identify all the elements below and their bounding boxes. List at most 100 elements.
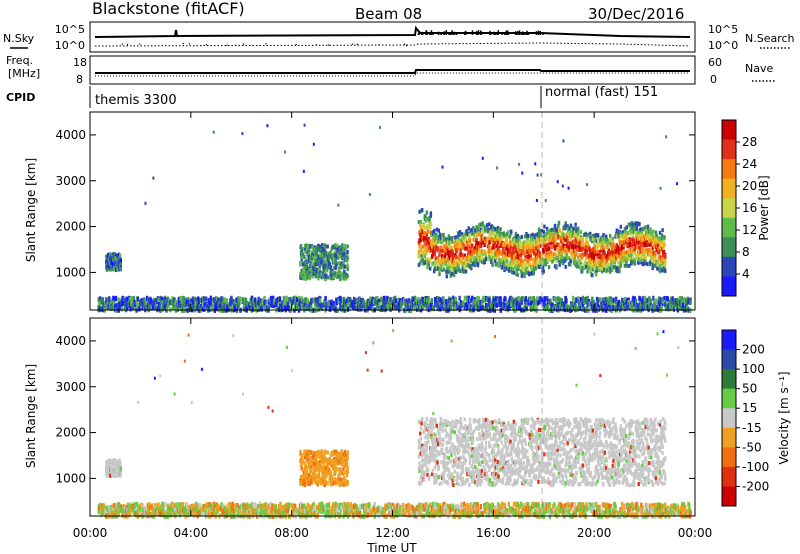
heatmap-cell [620, 250, 624, 255]
heatmap-cell [536, 300, 540, 306]
heatmap-cell [640, 305, 643, 311]
heatmap-cell [343, 243, 347, 248]
heatmap-cell [535, 252, 539, 257]
heatmap-cell [195, 302, 198, 308]
heatmap-cell [640, 260, 643, 265]
heatmap-cell [610, 256, 613, 261]
heatmap-cell [506, 249, 510, 254]
nsearch-label: N.Search [745, 32, 795, 45]
heatmap-cell [563, 256, 567, 261]
heatmap-cell [484, 225, 488, 230]
heatmap-cell [543, 236, 547, 241]
heatmap-cell [561, 184, 564, 188]
heatmap-cell [419, 230, 422, 235]
heatmap-cell [305, 465, 309, 470]
heatmap-cell [561, 261, 565, 266]
heatmap-cell [502, 231, 506, 236]
heatmap-cell [218, 303, 222, 309]
heatmap-cell [515, 255, 518, 260]
heatmap-cell [533, 262, 537, 267]
heatmap-cell [498, 231, 502, 236]
heatmap-cell [361, 302, 364, 308]
heatmap-cell [610, 253, 613, 258]
heatmap-cell [461, 269, 464, 274]
heatmap-cell [542, 300, 545, 306]
heatmap-cell [614, 296, 618, 302]
heatmap-cell [532, 269, 535, 274]
heatmap-cell [180, 296, 183, 302]
heatmap-cell [618, 246, 622, 251]
heatmap-cell [579, 230, 583, 235]
heatmap-cell [439, 240, 443, 245]
heatmap-cell [209, 305, 213, 311]
heatmap-cell [541, 265, 545, 270]
heatmap-cell [636, 250, 640, 255]
heatmap-cell [344, 247, 347, 252]
heatmap-cell [479, 238, 482, 243]
heatmap-cell [640, 247, 644, 252]
heatmap-cell [652, 250, 656, 255]
heatmap-cell [528, 240, 532, 245]
heatmap-cell [116, 257, 119, 262]
heatmap-cell [110, 262, 113, 267]
heatmap-cell [117, 252, 121, 257]
heatmap-cell [618, 238, 621, 243]
heatmap-cell [309, 258, 312, 263]
heatmap-cell [421, 303, 425, 309]
heatmap-cell [550, 242, 553, 247]
heatmap-cell [114, 459, 117, 464]
heatmap-cell [430, 232, 433, 237]
heatmap-cell [308, 306, 311, 312]
heatmap-cell [382, 305, 385, 311]
heatmap-cell [318, 264, 321, 269]
heatmap-cell [346, 263, 349, 268]
heatmap-cell [149, 298, 153, 304]
heatmap-cell [447, 250, 450, 255]
heatmap-cell [456, 238, 459, 243]
heatmap-cell [581, 238, 585, 243]
heatmap-cell [565, 224, 568, 229]
heatmap-cell [581, 234, 585, 239]
heatmap-cell [428, 239, 432, 244]
heatmap-cell [540, 296, 544, 302]
heatmap-cell [581, 295, 585, 301]
heatmap-cell [599, 265, 602, 270]
heatmap-cell [443, 261, 447, 266]
heatmap-cell [493, 239, 496, 244]
heatmap-cell [566, 235, 569, 240]
heatmap-cell [500, 265, 504, 270]
heatmap-cell [292, 298, 295, 304]
heatmap-cell [581, 306, 584, 312]
heatmap-cell [478, 232, 481, 237]
heatmap-cell [569, 243, 572, 248]
heatmap-cell [581, 246, 584, 251]
heatmap-cell [490, 233, 493, 238]
heatmap-cell [564, 249, 567, 254]
heatmap-cell [488, 297, 491, 303]
heatmap-cell [488, 245, 491, 250]
heatmap-cell [494, 301, 497, 307]
heatmap-cell [623, 239, 626, 244]
heatmap-cell [412, 303, 415, 309]
heatmap-cell [154, 305, 158, 311]
heatmap-cell [645, 243, 648, 248]
heatmap-cell [229, 301, 232, 307]
heatmap-cell [114, 304, 117, 310]
heatmap-cell [642, 296, 645, 302]
heatmap-cell [486, 244, 490, 249]
heatmap-cell [644, 236, 648, 241]
heatmap-cell [435, 227, 439, 232]
heatmap-cell [628, 263, 631, 268]
heatmap-cell [633, 260, 636, 265]
heatmap-cell [663, 235, 666, 240]
heatmap-cell [537, 232, 540, 237]
heatmap-cell [453, 261, 456, 266]
heatmap-cell [432, 306, 435, 312]
heatmap-cell [631, 234, 634, 239]
heatmap-cell [462, 255, 465, 260]
heatmap-cell [581, 241, 585, 246]
heatmap-cell [639, 250, 642, 255]
heatmap-cell [563, 258, 567, 263]
heatmap-cell [632, 248, 635, 253]
heatmap-cell [329, 265, 333, 270]
